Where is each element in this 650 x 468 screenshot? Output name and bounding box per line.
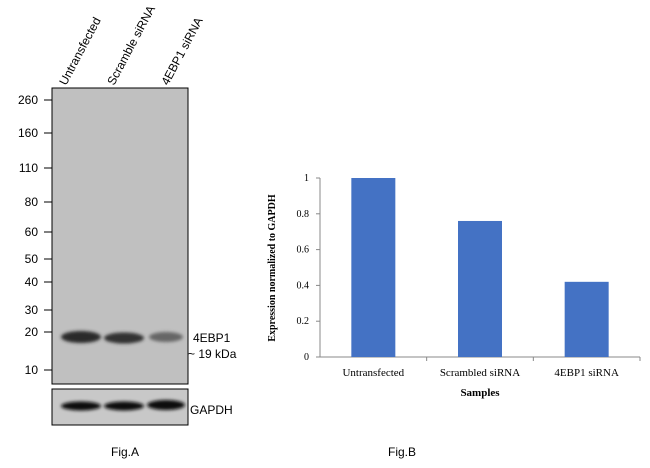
lane-label: Scramble siRNA — [104, 3, 158, 87]
marker-label: 260 — [18, 93, 38, 107]
marker-label: 80 — [25, 195, 39, 209]
x-axis-label: Samples — [460, 387, 500, 399]
band-label: 4EBP1 — [193, 331, 231, 345]
marker-label: 160 — [18, 126, 38, 140]
y-tick-label: 0.8 — [297, 209, 310, 220]
bar — [564, 281, 609, 357]
x-tick-label: Scrambled siRNA — [440, 367, 520, 379]
marker-label: 20 — [25, 325, 39, 339]
marker-label: 30 — [25, 303, 39, 317]
marker-label: 110 — [19, 161, 38, 175]
marker-label: 60 — [25, 225, 39, 239]
y-axis-label: Expression normalized to GAPDH — [267, 194, 278, 342]
y-tick-label: 0.6 — [297, 245, 310, 256]
y-tick-label: 0.4 — [297, 280, 310, 291]
caption: Fig.B — [388, 445, 416, 459]
x-tick-label: Untransfected — [342, 367, 404, 379]
band — [147, 400, 185, 410]
marker-label: 10 — [25, 363, 39, 377]
lane-label: Untransfected — [56, 15, 103, 88]
band — [104, 332, 144, 344]
control-label: GAPDH — [190, 403, 233, 417]
y-tick-label: 0.2 — [297, 316, 310, 327]
band — [61, 331, 101, 343]
marker-label: 40 — [25, 275, 39, 289]
x-tick-label: 4EBP1 siRNA — [554, 367, 619, 379]
bar — [458, 220, 502, 357]
band-size: ~ 19 kDa — [188, 347, 237, 361]
y-tick-label: 0 — [304, 352, 309, 363]
band — [149, 332, 183, 342]
bands — [61, 331, 185, 411]
y-tick-label: 1 — [304, 173, 309, 184]
band — [104, 401, 144, 411]
lane-label: 4EBP1 siRNA — [158, 15, 205, 88]
bar — [351, 178, 396, 357]
caption: Fig.A — [111, 445, 139, 459]
marker-label: 50 — [25, 252, 39, 266]
band — [61, 401, 101, 411]
